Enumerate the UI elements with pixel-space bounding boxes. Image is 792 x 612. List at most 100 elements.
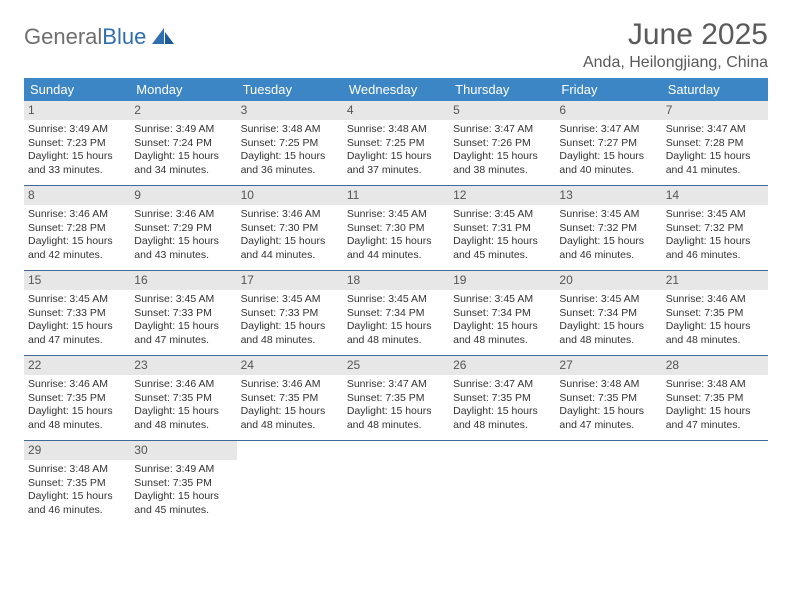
dow-row: Sunday Monday Tuesday Wednesday Thursday… [24, 78, 768, 101]
daylight-text: and 46 minutes. [559, 249, 657, 262]
page: GeneralBlue June 2025 Anda, Heilongjiang… [0, 0, 792, 525]
sunset-text: Sunset: 7:34 PM [559, 307, 657, 320]
logo-word-2: Blue [102, 24, 146, 49]
daylight-text: Daylight: 15 hours [28, 235, 126, 248]
day-cell: 23Sunrise: 3:46 AMSunset: 7:35 PMDayligh… [130, 356, 236, 440]
day-number: 21 [662, 271, 768, 290]
sunset-text: Sunset: 7:27 PM [559, 137, 657, 150]
day-cell: 9Sunrise: 3:46 AMSunset: 7:29 PMDaylight… [130, 186, 236, 270]
sunrise-text: Sunrise: 3:46 AM [134, 208, 232, 221]
sunrise-text: Sunrise: 3:45 AM [134, 293, 232, 306]
day-number: 28 [662, 356, 768, 375]
logo-text: GeneralBlue [24, 24, 146, 50]
daylight-text: Daylight: 15 hours [559, 405, 657, 418]
sunset-text: Sunset: 7:25 PM [347, 137, 445, 150]
day-number: 30 [130, 441, 236, 460]
sunset-text: Sunset: 7:28 PM [28, 222, 126, 235]
daylight-text: and 48 minutes. [241, 334, 339, 347]
sunset-text: Sunset: 7:35 PM [134, 392, 232, 405]
daylight-text: and 44 minutes. [347, 249, 445, 262]
sunset-text: Sunset: 7:34 PM [453, 307, 551, 320]
dow-fri: Friday [555, 78, 661, 101]
dow-tue: Tuesday [237, 78, 343, 101]
day-number: 2 [130, 101, 236, 120]
daylight-text: Daylight: 15 hours [241, 235, 339, 248]
sunrise-text: Sunrise: 3:48 AM [559, 378, 657, 391]
daylight-text: and 48 minutes. [559, 334, 657, 347]
day-number: 22 [24, 356, 130, 375]
day-cell: 28Sunrise: 3:48 AMSunset: 7:35 PMDayligh… [662, 356, 768, 440]
day-number: 19 [449, 271, 555, 290]
day-cell: 26Sunrise: 3:47 AMSunset: 7:35 PMDayligh… [449, 356, 555, 440]
dow-sat: Saturday [662, 78, 768, 101]
day-cell: 4Sunrise: 3:48 AMSunset: 7:25 PMDaylight… [343, 101, 449, 185]
sunset-text: Sunset: 7:33 PM [28, 307, 126, 320]
sunrise-text: Sunrise: 3:45 AM [559, 293, 657, 306]
daylight-text: Daylight: 15 hours [666, 150, 764, 163]
day-cell: 27Sunrise: 3:48 AMSunset: 7:35 PMDayligh… [555, 356, 661, 440]
week-row: 8Sunrise: 3:46 AMSunset: 7:28 PMDaylight… [24, 186, 768, 271]
location: Anda, Heilongjiang, China [583, 54, 768, 72]
sunrise-text: Sunrise: 3:45 AM [241, 293, 339, 306]
sunrise-text: Sunrise: 3:47 AM [347, 378, 445, 391]
sunrise-text: Sunrise: 3:46 AM [28, 208, 126, 221]
day-cell: 12Sunrise: 3:45 AMSunset: 7:31 PMDayligh… [449, 186, 555, 270]
day-number: 16 [130, 271, 236, 290]
sunset-text: Sunset: 7:30 PM [347, 222, 445, 235]
daylight-text: Daylight: 15 hours [241, 405, 339, 418]
day-number: 26 [449, 356, 555, 375]
week-row: 29Sunrise: 3:48 AMSunset: 7:35 PMDayligh… [24, 441, 768, 525]
weeks-container: 1Sunrise: 3:49 AMSunset: 7:23 PMDaylight… [24, 101, 768, 525]
day-cell [237, 441, 343, 525]
day-cell [449, 441, 555, 525]
day-cell: 21Sunrise: 3:46 AMSunset: 7:35 PMDayligh… [662, 271, 768, 355]
sunset-text: Sunset: 7:28 PM [666, 137, 764, 150]
sunset-text: Sunset: 7:32 PM [559, 222, 657, 235]
daylight-text: Daylight: 15 hours [347, 235, 445, 248]
daylight-text: Daylight: 15 hours [453, 235, 551, 248]
daylight-text: and 48 minutes. [134, 419, 232, 432]
calendar: Sunday Monday Tuesday Wednesday Thursday… [24, 78, 768, 525]
logo-sail-icon [150, 26, 176, 48]
day-number: 18 [343, 271, 449, 290]
day-cell: 7Sunrise: 3:47 AMSunset: 7:28 PMDaylight… [662, 101, 768, 185]
day-number: 11 [343, 186, 449, 205]
daylight-text: Daylight: 15 hours [347, 150, 445, 163]
sunset-text: Sunset: 7:35 PM [347, 392, 445, 405]
daylight-text: Daylight: 15 hours [28, 490, 126, 503]
sunrise-text: Sunrise: 3:49 AM [134, 123, 232, 136]
daylight-text: Daylight: 15 hours [28, 405, 126, 418]
sunset-text: Sunset: 7:33 PM [241, 307, 339, 320]
dow-wed: Wednesday [343, 78, 449, 101]
sunset-text: Sunset: 7:24 PM [134, 137, 232, 150]
sunrise-text: Sunrise: 3:48 AM [666, 378, 764, 391]
daylight-text: and 47 minutes. [28, 334, 126, 347]
daylight-text: Daylight: 15 hours [453, 405, 551, 418]
day-cell: 13Sunrise: 3:45 AMSunset: 7:32 PMDayligh… [555, 186, 661, 270]
dow-sun: Sunday [24, 78, 130, 101]
sunrise-text: Sunrise: 3:45 AM [347, 208, 445, 221]
day-number: 1 [24, 101, 130, 120]
day-cell: 16Sunrise: 3:45 AMSunset: 7:33 PMDayligh… [130, 271, 236, 355]
day-number: 13 [555, 186, 661, 205]
daylight-text: Daylight: 15 hours [666, 405, 764, 418]
sunrise-text: Sunrise: 3:48 AM [28, 463, 126, 476]
sunrise-text: Sunrise: 3:46 AM [134, 378, 232, 391]
daylight-text: and 47 minutes. [134, 334, 232, 347]
sunrise-text: Sunrise: 3:45 AM [559, 208, 657, 221]
day-cell: 22Sunrise: 3:46 AMSunset: 7:35 PMDayligh… [24, 356, 130, 440]
sunset-text: Sunset: 7:33 PM [134, 307, 232, 320]
day-number: 27 [555, 356, 661, 375]
logo: GeneralBlue [24, 18, 176, 50]
sunrise-text: Sunrise: 3:45 AM [666, 208, 764, 221]
daylight-text: and 42 minutes. [28, 249, 126, 262]
title-block: June 2025 Anda, Heilongjiang, China [583, 18, 768, 72]
day-number: 5 [449, 101, 555, 120]
daylight-text: Daylight: 15 hours [134, 235, 232, 248]
daylight-text: Daylight: 15 hours [559, 320, 657, 333]
day-cell: 18Sunrise: 3:45 AMSunset: 7:34 PMDayligh… [343, 271, 449, 355]
daylight-text: and 48 minutes. [453, 419, 551, 432]
daylight-text: and 48 minutes. [241, 419, 339, 432]
sunset-text: Sunset: 7:32 PM [666, 222, 764, 235]
daylight-text: Daylight: 15 hours [134, 490, 232, 503]
